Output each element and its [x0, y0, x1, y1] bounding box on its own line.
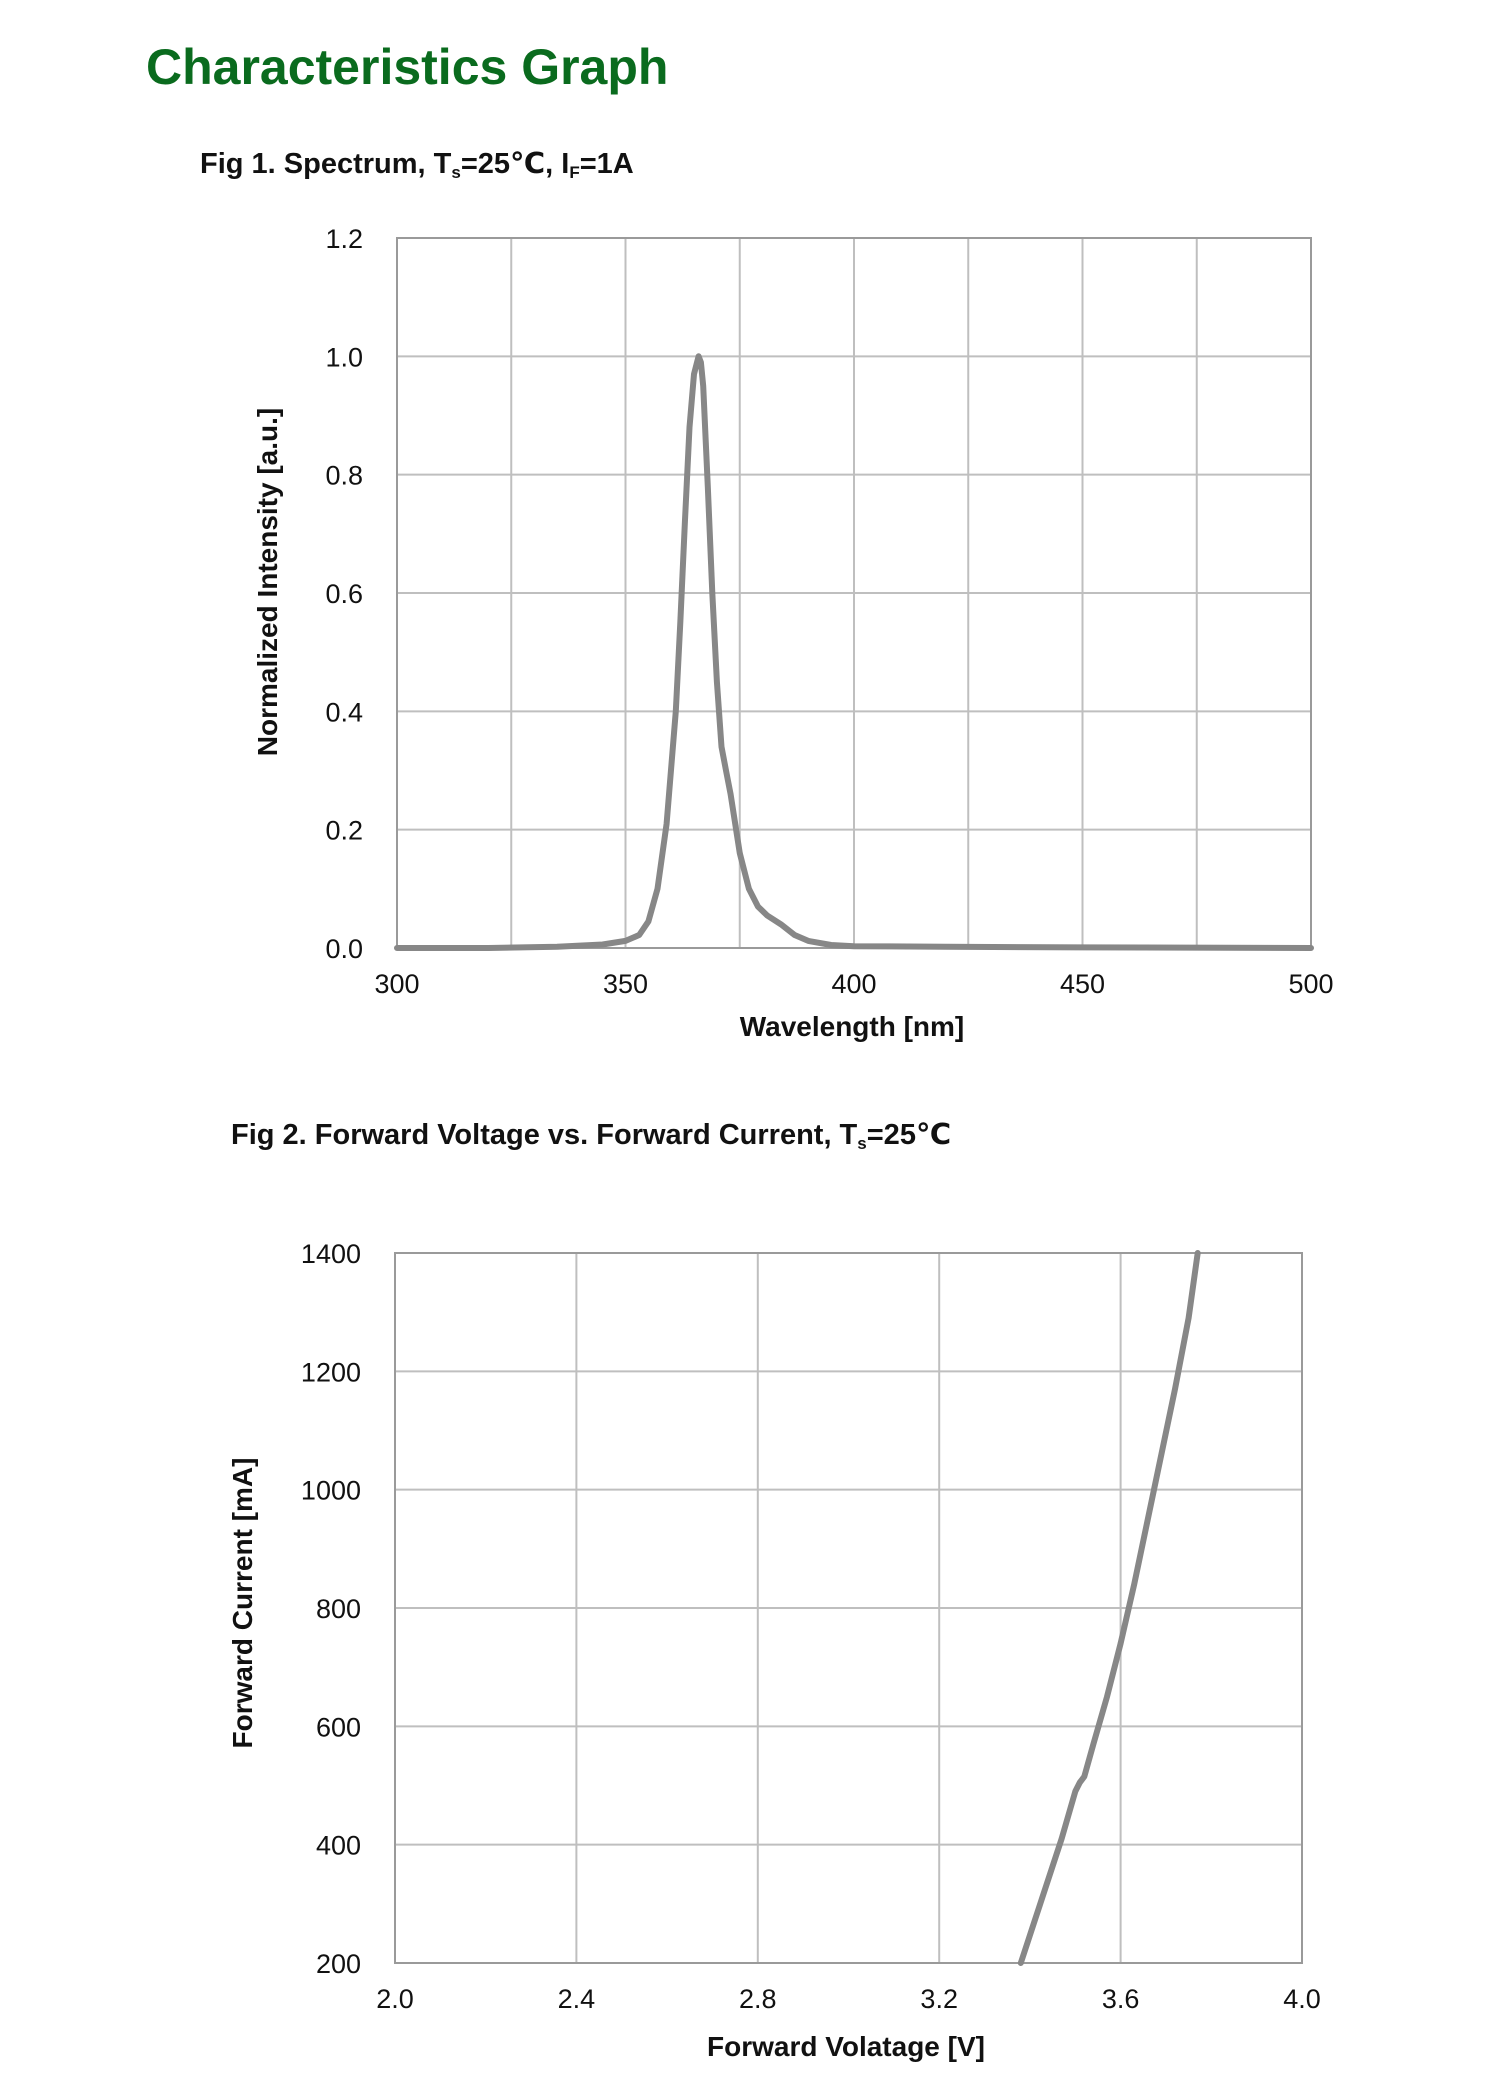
iv-y-ticks: 200 400 600 800 1000 1200 1400	[301, 1239, 361, 1979]
forward-current-chart: 2.0 2.4 2.8 3.2 3.6 4.0 200 400 600 800 1000 1200 1…	[227, 1239, 1321, 2062]
iv-x-tick-label: 3.2	[920, 1984, 958, 2014]
iv-x-tick-label: 2.0	[376, 1984, 414, 2014]
fig2-title-prefix: Fig 2. Forward Voltage vs. Forward Curre…	[231, 1119, 858, 1151]
spectrum-y-tick-label: 0.4	[325, 697, 363, 727]
spectrum-y-axis-label: Normalized Intensity [a.u.]	[252, 408, 283, 757]
spectrum-y-tick-label: 1.0	[325, 342, 363, 372]
iv-x-ticks: 2.0 2.4 2.8 3.2 3.6 4.0	[376, 1984, 1321, 2014]
iv-y-axis-label: Forward Current [mA]	[227, 1458, 258, 1749]
iv-y-tick-label: 800	[316, 1594, 361, 1624]
fig1-title-sub-s: s	[451, 163, 461, 182]
spectrum-x-ticks: 300 350 400 450 500	[374, 969, 1333, 999]
spectrum-y-tick-label: 0.2	[325, 816, 363, 846]
iv-y-tick-label: 400	[316, 1831, 361, 1861]
iv-grid	[394, 1252, 1303, 1964]
iv-y-tick-label: 600	[316, 1712, 361, 1742]
iv-y-tick-label: 1000	[301, 1476, 361, 1506]
iv-y-tick-label: 200	[316, 1949, 361, 1979]
page-title: Characteristics Graph	[146, 39, 669, 95]
spectrum-y-ticks: 0.0 0.2 0.4 0.6 0.8 1.0 1.2	[325, 224, 363, 964]
iv-x-tick-label: 3.6	[1102, 1984, 1140, 2014]
spectrum-y-tick-label: 1.2	[325, 224, 363, 254]
fig1-title-sub-f: F	[569, 163, 580, 182]
iv-x-tick-label: 2.4	[558, 1984, 596, 2014]
iv-y-tick-label: 1400	[301, 1239, 361, 1269]
fig1-title: Fig 1. Spectrum, Ts=25℃, IF=1A	[200, 146, 634, 183]
fig1-title-suffix: =1A	[579, 148, 634, 180]
fig2-title-sub-s: s	[857, 1134, 867, 1153]
fig2-title: Fig 2. Forward Voltage vs. Forward Curre…	[231, 1117, 951, 1154]
iv-series-line	[1017, 1250, 1201, 1966]
iv-x-axis-label: Forward Volatage [V]	[707, 2031, 985, 2062]
iv-x-tick-label: 4.0	[1283, 1984, 1321, 2014]
spectrum-x-tick-label: 500	[1288, 969, 1333, 999]
spectrum-chart: 300 350 400 450 500 0.0 0.2 0.4 0.6 0.8 1.0 1.2 Wa…	[252, 224, 1334, 1042]
spectrum-x-axis-label: Wavelength [nm]	[740, 1011, 965, 1042]
spectrum-x-tick-label: 300	[374, 969, 419, 999]
spectrum-y-tick-label: 0.6	[325, 579, 363, 609]
iv-series	[1017, 1250, 1201, 1966]
iv-x-tick-label: 2.8	[739, 1984, 777, 2014]
fig1-title-prefix: Fig 1. Spectrum, T	[200, 148, 452, 180]
spectrum-x-tick-label: 400	[831, 969, 876, 999]
fig1-title-mid: =25℃, I	[460, 148, 570, 180]
spectrum-x-tick-label: 350	[603, 969, 648, 999]
spectrum-x-tick-label: 450	[1060, 969, 1105, 999]
spectrum-y-tick-label: 0.0	[325, 934, 363, 964]
spectrum-series	[394, 353, 1314, 951]
spectrum-y-tick-label: 0.8	[325, 461, 363, 491]
iv-y-tick-label: 1200	[301, 1357, 361, 1387]
spectrum-grid	[396, 237, 1312, 949]
spectrum-series-line	[394, 353, 1314, 951]
iv-plot-frame	[394, 1252, 1303, 1964]
fig2-title-suffix: =25℃	[866, 1119, 952, 1151]
